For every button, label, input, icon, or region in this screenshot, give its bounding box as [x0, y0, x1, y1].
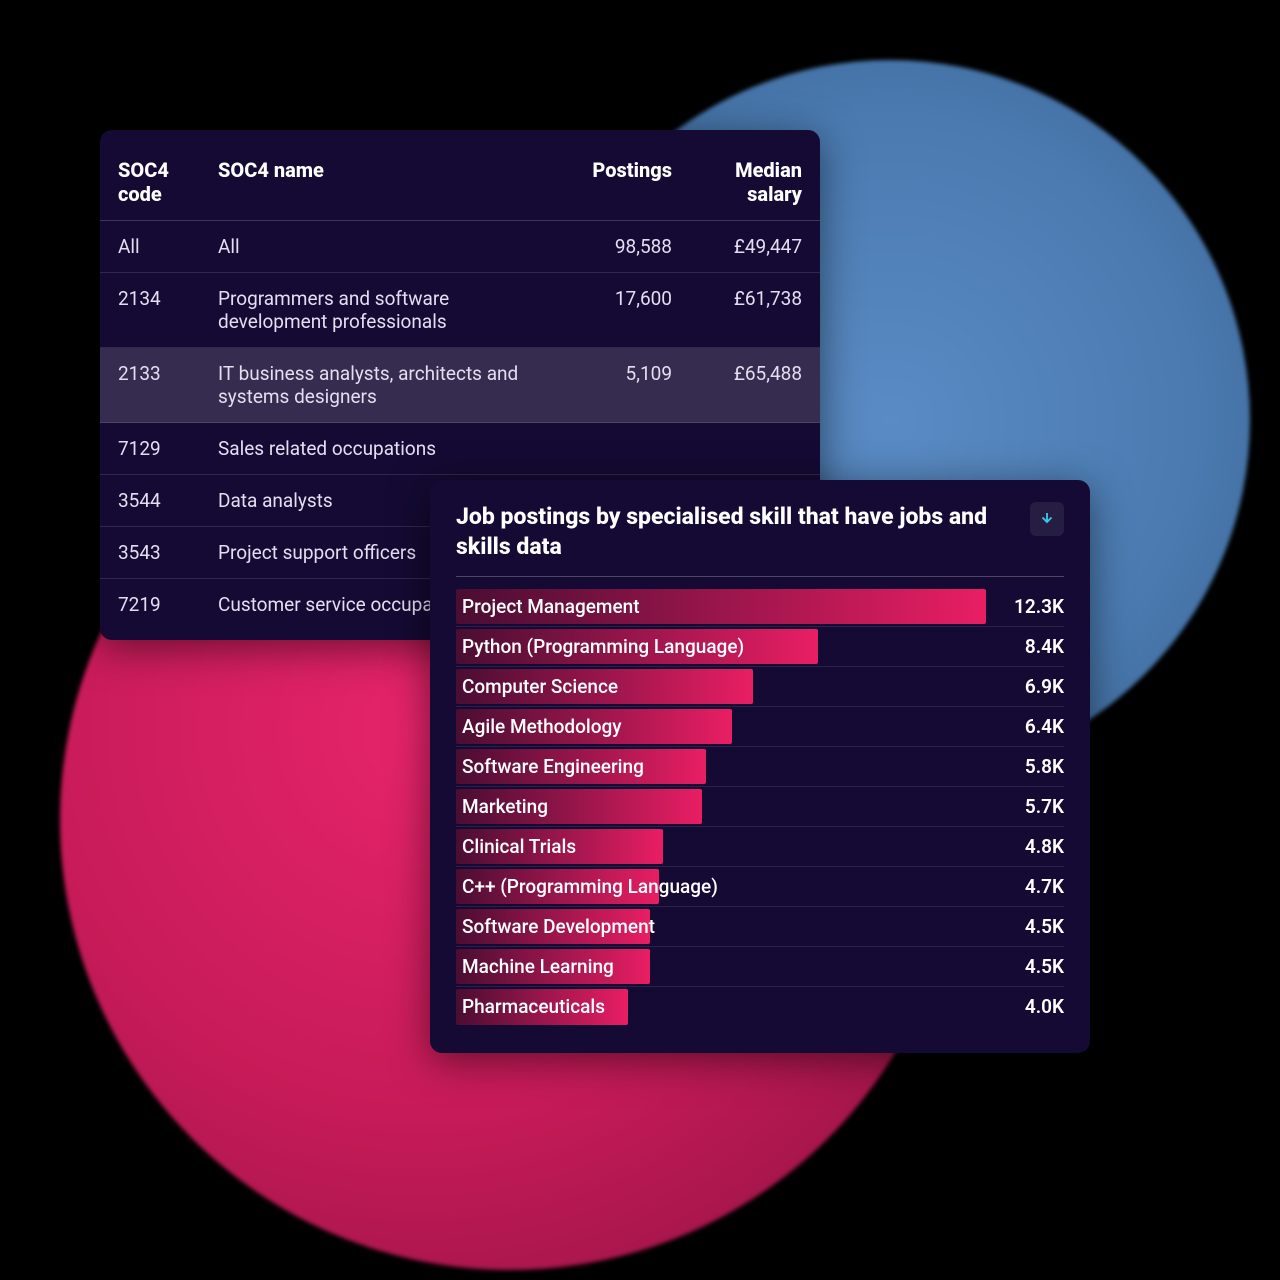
bar-value: 4.8K — [1025, 835, 1064, 858]
bar-value: 8.4K — [1025, 635, 1064, 658]
table-row[interactable]: 2134Programmers and software development… — [100, 273, 820, 348]
download-button[interactable] — [1030, 502, 1064, 536]
bar-label: Computer Science — [456, 675, 618, 698]
bar-label: Python (Programming Language) — [456, 635, 744, 658]
cell-name: Programmers and software development pro… — [200, 273, 570, 348]
bar-value: 4.5K — [1025, 955, 1064, 978]
bar-label: Marketing — [456, 795, 548, 818]
bar-label: Pharmaceuticals — [456, 995, 605, 1018]
bar-label: C++ (Programming Language) — [456, 875, 718, 898]
bar-row[interactable]: Machine Learning 4.5K — [456, 947, 1064, 987]
bar-value: 5.7K — [1025, 795, 1064, 818]
bar-label: Software Development — [456, 915, 655, 938]
bar-row[interactable]: Project Management 12.3K — [456, 587, 1064, 627]
bar-value: 12.3K — [1014, 595, 1064, 618]
cell-code: 7219 — [100, 579, 200, 631]
bar-label: Software Engineering — [456, 755, 644, 778]
cell-code: 7129 — [100, 423, 200, 475]
col-header-name: SOC4 name — [200, 150, 570, 221]
bar-label: Machine Learning — [456, 955, 614, 978]
cell-name: Sales related occupations — [200, 423, 570, 475]
cell-name: All — [200, 221, 570, 273]
bar-label: Clinical Trials — [456, 835, 576, 858]
cell-postings — [570, 423, 690, 475]
bar-value: 6.4K — [1025, 715, 1064, 738]
bar-label: Agile Methodology — [456, 715, 622, 738]
table-row[interactable]: AllAll98,588£49,447 — [100, 221, 820, 273]
bar-row[interactable]: Python (Programming Language) 8.4K — [456, 627, 1064, 667]
col-header-postings: Postings — [570, 150, 690, 221]
cell-code: All — [100, 221, 200, 273]
cell-code: 2133 — [100, 348, 200, 423]
cell-name: IT business analysts, architects and sys… — [200, 348, 570, 423]
col-header-salary: Median salary — [690, 150, 820, 221]
table-header-row: SOC4 code SOC4 name Postings Median sala… — [100, 150, 820, 221]
download-icon — [1038, 510, 1056, 528]
bar-value: 4.5K — [1025, 915, 1064, 938]
chart-bars: Project Management 12.3K Python (Programmi… — [456, 587, 1064, 1027]
table-row[interactable]: 2133IT business analysts, architects and… — [100, 348, 820, 423]
cell-code: 3543 — [100, 527, 200, 579]
col-header-code: SOC4 code — [100, 150, 200, 221]
cell-salary: £65,488 — [690, 348, 820, 423]
bar-row[interactable]: Pharmaceuticals 4.0K — [456, 987, 1064, 1027]
bar-row[interactable]: Clinical Trials 4.8K — [456, 827, 1064, 867]
cell-postings: 5,109 — [570, 348, 690, 423]
bar-value: 4.7K — [1025, 875, 1064, 898]
cell-code: 3544 — [100, 475, 200, 527]
chart-header: Job postings by specialised skill that h… — [456, 502, 1064, 577]
cell-postings: 98,588 — [570, 221, 690, 273]
cell-postings: 17,600 — [570, 273, 690, 348]
cell-salary: £49,447 — [690, 221, 820, 273]
cell-salary: £61,738 — [690, 273, 820, 348]
cell-salary — [690, 423, 820, 475]
bar-row[interactable]: C++ (Programming Language) 4.7K — [456, 867, 1064, 907]
bar-row[interactable]: Software Development 4.5K — [456, 907, 1064, 947]
bar-row[interactable]: Software Engineering 5.8K — [456, 747, 1064, 787]
bar-row[interactable]: Marketing 5.7K — [456, 787, 1064, 827]
bar-value: 6.9K — [1025, 675, 1064, 698]
chart-title: Job postings by specialised skill that h… — [456, 502, 996, 562]
bar-value: 5.8K — [1025, 755, 1064, 778]
skills-chart-panel: Job postings by specialised skill that h… — [430, 480, 1090, 1053]
bar-value: 4.0K — [1025, 995, 1064, 1018]
bar-row[interactable]: Agile Methodology 6.4K — [456, 707, 1064, 747]
bar-row[interactable]: Computer Science 6.9K — [456, 667, 1064, 707]
bar-label: Project Management — [456, 595, 640, 618]
table-row[interactable]: 7129Sales related occupations — [100, 423, 820, 475]
cell-code: 2134 — [100, 273, 200, 348]
